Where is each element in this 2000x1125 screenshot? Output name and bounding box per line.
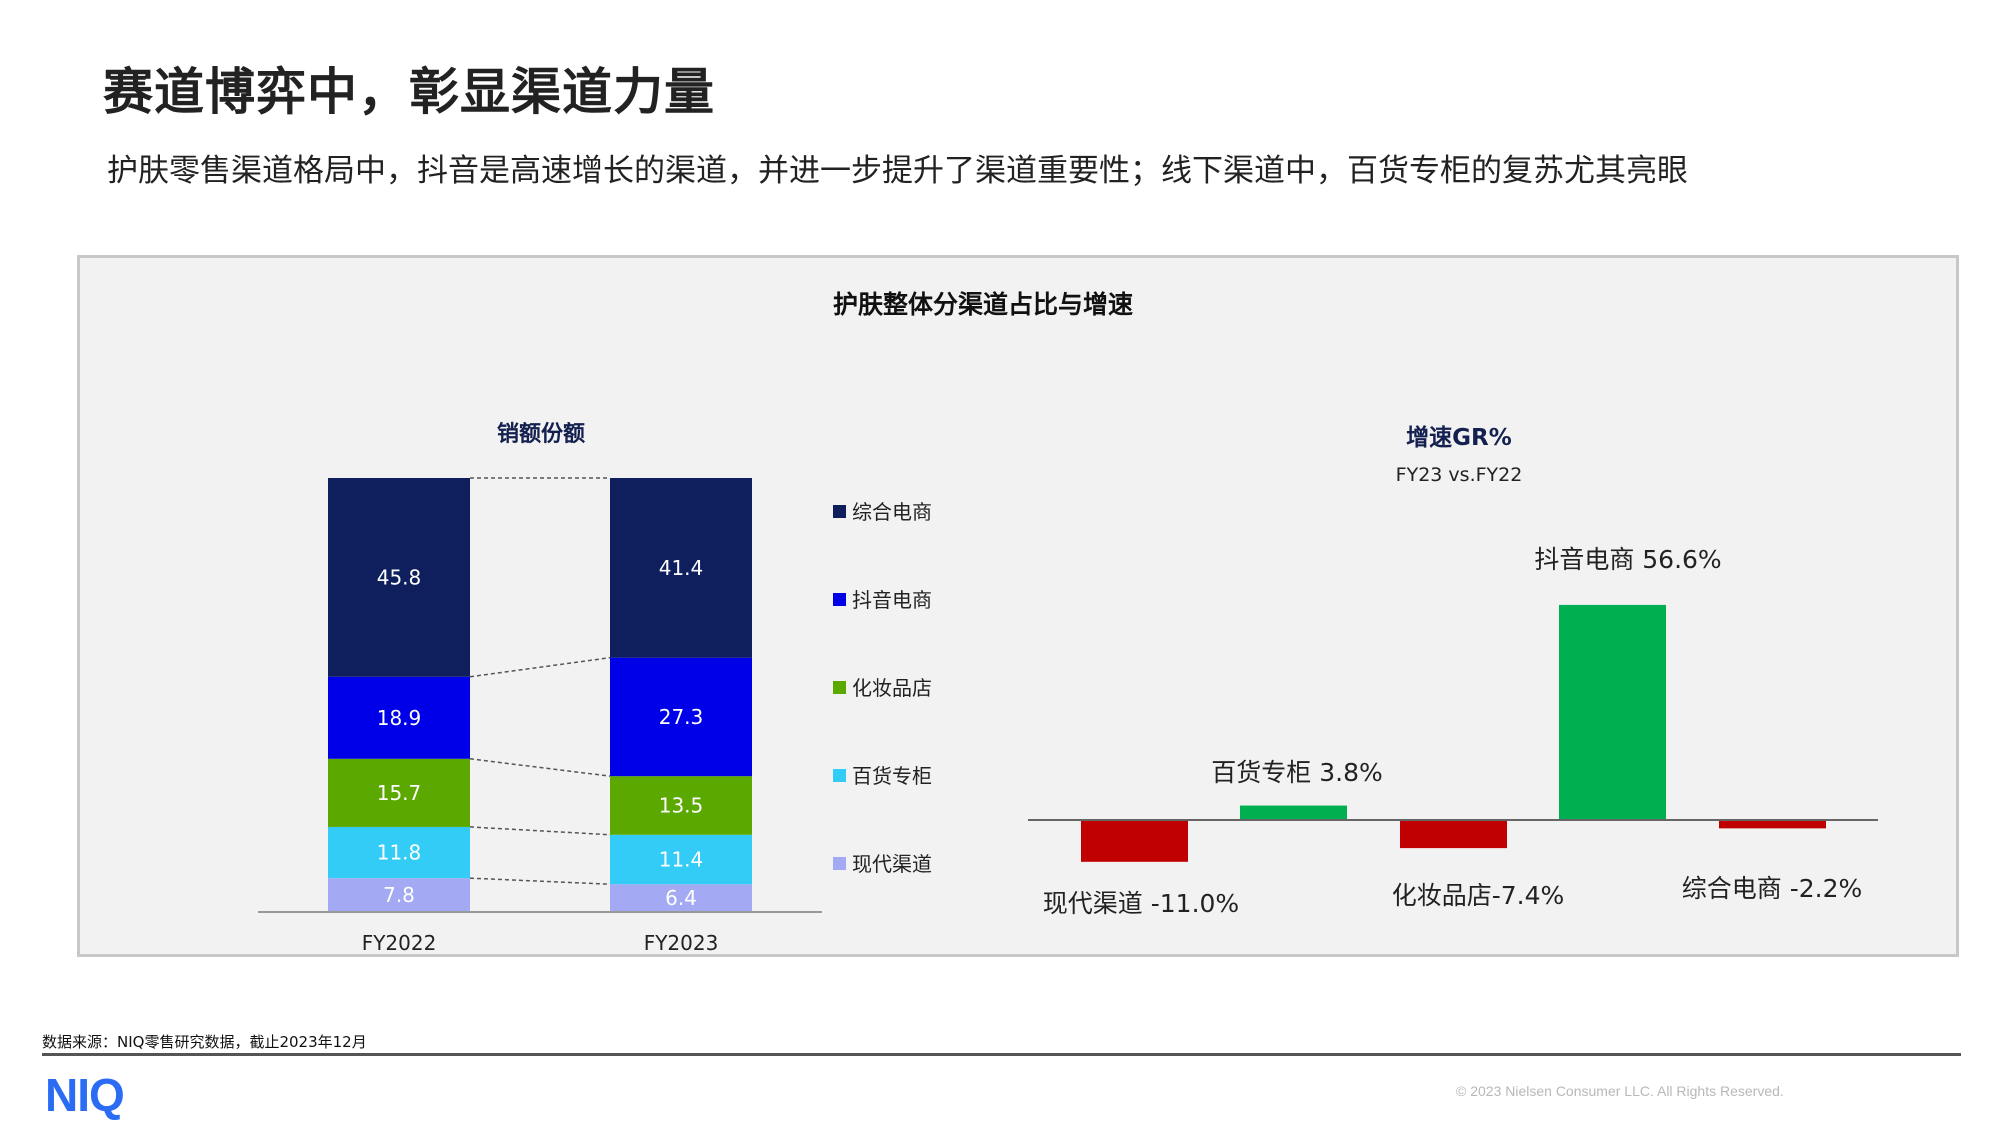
panel-title: 护肤整体分渠道占比与增速 — [832, 290, 1133, 319]
share-connector-line — [469, 826, 611, 836]
share-value-label: 7.8 — [383, 883, 415, 907]
share-bar-segment — [610, 478, 752, 658]
legend-label: 百货专柜 — [852, 764, 932, 788]
legend-swatch — [833, 769, 846, 782]
share-connector-line — [469, 758, 611, 777]
share-value-label: 15.7 — [377, 781, 422, 805]
share-value-label: 6.4 — [665, 886, 697, 910]
legend-label: 抖音电商 — [852, 588, 932, 612]
legend-swatch — [833, 857, 846, 870]
growth-bar — [1559, 604, 1666, 820]
growth-bar — [1240, 805, 1347, 820]
growth-bar — [1719, 820, 1826, 829]
growth-data-label: 综合电商 -2.2% — [1682, 874, 1862, 903]
share-bar-segment — [328, 758, 470, 827]
legend-swatch — [833, 505, 846, 518]
share-bar-segment — [610, 834, 752, 885]
share-value-label: 13.5 — [659, 793, 704, 817]
legend-label: 化妆品店 — [852, 676, 932, 700]
growth-data-label: 现代渠道 -11.0% — [1043, 889, 1239, 918]
share-connector-line — [469, 656, 611, 678]
share-bar-segment — [328, 878, 470, 912]
share-value-label: 18.9 — [377, 706, 422, 730]
share-bar-segment — [328, 478, 470, 677]
data-source-note: 数据来源：NIQ零售研究数据，截止2023年12月 — [42, 1033, 367, 1051]
share-connector-line — [469, 877, 611, 885]
share-bar-segment — [328, 826, 470, 879]
growth-data-label: 百货专柜 3.8% — [1211, 758, 1382, 787]
share-chart-title: 销额份额 — [497, 422, 585, 447]
share-bar-segment — [610, 657, 752, 777]
share-bar-segment — [610, 776, 752, 835]
share-value-label: 27.3 — [659, 705, 704, 729]
share-bar-segment — [328, 676, 470, 759]
page-title: 赛道博弈中，彰显渠道力量 — [103, 63, 715, 121]
copyright: © 2023 Nielsen Consumer LLC. All Rights … — [1456, 1083, 1784, 1099]
share-value-label: 41.4 — [659, 556, 704, 580]
legend-swatch — [833, 593, 846, 606]
page-subtitle: 护肤零售渠道格局中，抖音是高速增长的渠道，并进一步提升了渠道重要性；线下渠道中，… — [107, 153, 1688, 189]
growth-chart-subtitle: FY23 vs.FY22 — [1396, 464, 1523, 486]
niq-logo: NIQ — [45, 1069, 125, 1121]
growth-chart-title: 增速GR% — [1406, 424, 1512, 451]
share-value-label: 45.8 — [377, 565, 422, 589]
share-x-tick-label: FY2023 — [644, 931, 719, 955]
legend-swatch — [833, 681, 846, 694]
legend-label: 现代渠道 — [852, 852, 932, 876]
share-x-tick-label: FY2022 — [362, 931, 437, 955]
share-value-label: 11.4 — [659, 847, 704, 871]
growth-data-label: 化妆品店-7.4% — [1392, 881, 1565, 910]
share-value-label: 11.8 — [377, 841, 422, 865]
footer-divider — [42, 1053, 1961, 1056]
growth-bar — [1400, 820, 1507, 849]
growth-bar — [1081, 820, 1188, 862]
growth-data-label: 抖音电商 56.6% — [1534, 545, 1721, 574]
legend-label: 综合电商 — [852, 500, 932, 524]
share-bar-segment — [610, 884, 752, 912]
